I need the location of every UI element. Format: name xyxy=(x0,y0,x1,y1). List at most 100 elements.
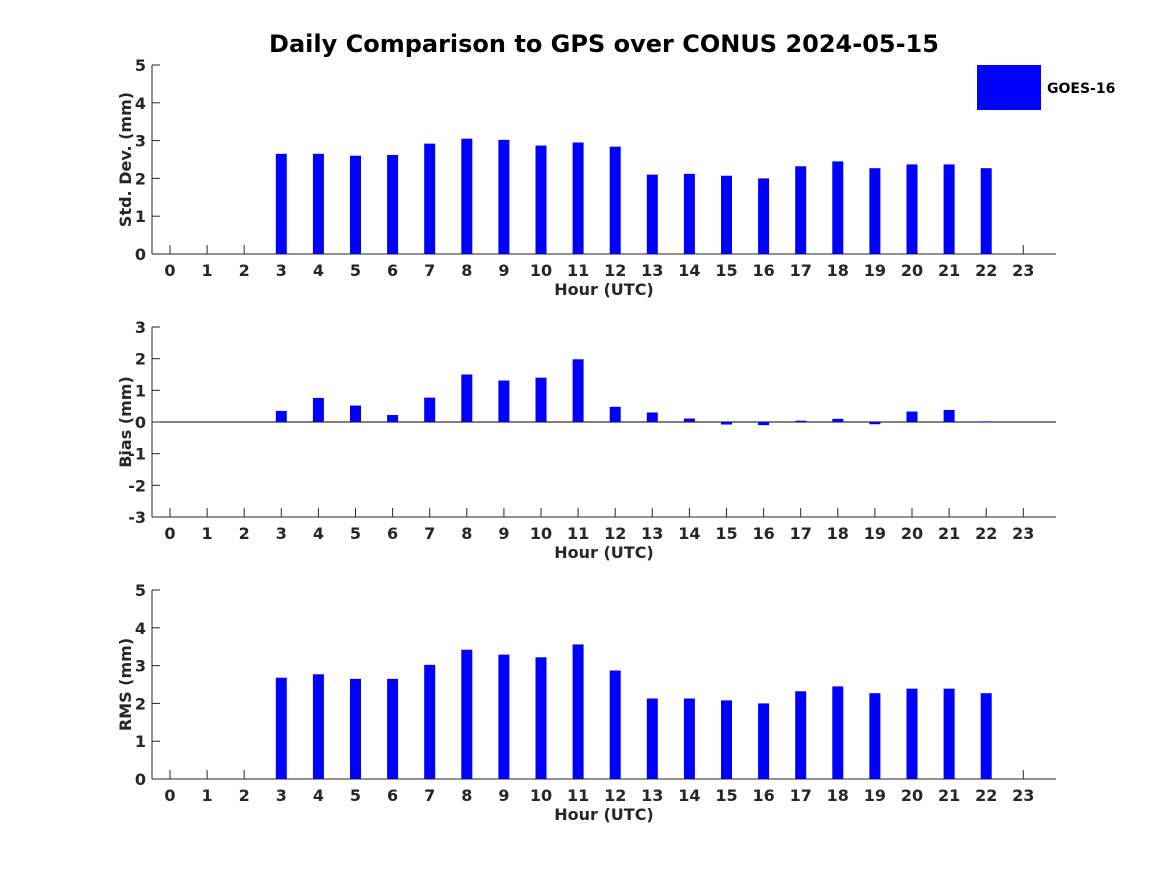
std-dev-x-tick-label: 9 xyxy=(498,261,509,280)
rms-bar xyxy=(646,698,658,779)
rms-x-tick-label: 2 xyxy=(239,786,250,805)
rms-y-tick-label: 2 xyxy=(135,694,146,713)
rms-bar xyxy=(350,678,361,779)
std-dev-bar xyxy=(832,161,844,254)
std-dev-x-tick-label: 5 xyxy=(350,261,361,280)
rms-x-axis-label: Hour (UTC) xyxy=(554,805,654,824)
rms-bar xyxy=(795,691,807,779)
std-dev-bar xyxy=(498,139,510,254)
rms-bar xyxy=(980,693,992,779)
std-dev-x-tick-label: 21 xyxy=(938,261,960,280)
bias-x-tick-label: 9 xyxy=(498,524,509,543)
bias-bar xyxy=(312,397,324,422)
std-dev-y-tick-label: 4 xyxy=(135,94,146,113)
bias-x-tick-label: 23 xyxy=(1012,524,1034,543)
std-dev-bar xyxy=(312,153,324,254)
std-dev-x-axis-label: Hour (UTC) xyxy=(554,280,654,299)
std-dev-x-tick-label: 0 xyxy=(164,261,175,280)
bias-x-tick-label: 13 xyxy=(641,524,663,543)
bias-bar xyxy=(943,409,955,422)
bias-y-tick-label: -3 xyxy=(128,508,146,527)
std-dev-y-tick-label: 1 xyxy=(135,207,146,226)
rms-bar xyxy=(721,700,732,779)
rms-bar xyxy=(498,654,510,779)
bias-bar xyxy=(535,377,547,422)
std-dev-bar xyxy=(275,153,287,254)
rms-x-tick-label: 5 xyxy=(350,786,361,805)
std-dev-bar xyxy=(424,143,436,254)
rms-bar xyxy=(312,674,324,779)
rms-bar xyxy=(869,693,881,779)
rms-x-tick-label: 14 xyxy=(678,786,700,805)
bias-bar xyxy=(498,380,510,422)
rms-x-tick-label: 21 xyxy=(938,786,960,805)
bias-bar xyxy=(832,418,844,422)
std-dev-x-tick-label: 10 xyxy=(530,261,552,280)
bias-x-tick-label: 2 xyxy=(239,524,250,543)
bias-bar xyxy=(387,415,399,422)
bias-bar xyxy=(683,418,695,422)
legend-swatch xyxy=(977,65,1041,110)
rms-x-tick-label: 20 xyxy=(901,786,923,805)
rms-y-axis-label: RMS (mm) xyxy=(116,638,135,731)
rms-bar xyxy=(572,644,584,779)
bias-x-tick-label: 7 xyxy=(424,524,435,543)
rms-x-tick-label: 15 xyxy=(715,786,737,805)
bias-x-tick-label: 0 xyxy=(164,524,175,543)
bias-bar xyxy=(869,422,881,425)
std-dev-x-tick-label: 20 xyxy=(901,261,923,280)
bias-bar xyxy=(424,397,436,422)
bias-bar xyxy=(721,422,732,425)
bias-x-tick-label: 18 xyxy=(827,524,849,543)
bias-x-tick-label: 6 xyxy=(387,524,398,543)
rms-bar xyxy=(832,686,844,779)
std-dev-bar xyxy=(980,168,992,254)
std-dev-x-tick-label: 2 xyxy=(239,261,250,280)
rms-x-tick-label: 13 xyxy=(641,786,663,805)
chart-title: Daily Comparison to GPS over CONUS 2024-… xyxy=(269,30,939,58)
std-dev-x-tick-label: 16 xyxy=(752,261,774,280)
std-dev-x-tick-label: 6 xyxy=(387,261,398,280)
std-dev-x-tick-label: 17 xyxy=(790,261,812,280)
std-dev-y-tick-label: 0 xyxy=(135,245,146,264)
legend-label: GOES-16 xyxy=(1047,81,1115,97)
bias-x-tick-label: 21 xyxy=(938,524,960,543)
std-dev-x-tick-label: 1 xyxy=(202,261,213,280)
rms-bar xyxy=(906,688,918,779)
std-dev-bar xyxy=(906,164,918,254)
rms-x-tick-label: 12 xyxy=(604,786,626,805)
bias-bar xyxy=(461,374,473,422)
std-dev-x-tick-label: 18 xyxy=(827,261,849,280)
bias-bar xyxy=(980,421,992,423)
legend: GOES-16 xyxy=(977,65,1115,110)
rms-bar xyxy=(275,677,287,779)
std-dev-x-tick-label: 14 xyxy=(678,261,700,280)
std-dev-bar xyxy=(646,174,658,254)
bias-bar xyxy=(646,412,658,422)
std-dev-bar xyxy=(350,155,361,254)
std-dev-y-tick-label: 2 xyxy=(135,169,146,188)
std-dev-x-tick-label: 3 xyxy=(276,261,287,280)
std-dev-x-tick-label: 15 xyxy=(715,261,737,280)
std-dev-bar xyxy=(943,164,955,254)
rms-bar xyxy=(943,688,955,779)
std-dev-bar xyxy=(572,142,584,254)
rms-x-tick-label: 8 xyxy=(461,786,472,805)
bias-y-tick-label: -1 xyxy=(128,445,146,464)
bias-x-tick-label: 8 xyxy=(461,524,472,543)
rms-y-tick-label: 4 xyxy=(135,619,146,638)
bias-x-axis-label: Hour (UTC) xyxy=(554,543,654,562)
std-dev-y-tick-label: 5 xyxy=(135,56,146,75)
rms-x-tick-label: 3 xyxy=(276,786,287,805)
rms-x-tick-label: 19 xyxy=(864,786,886,805)
rms-y-tick-label: 5 xyxy=(135,581,146,600)
rms-bar xyxy=(758,703,770,779)
std-dev-bar xyxy=(535,145,547,254)
rms-x-tick-label: 16 xyxy=(752,786,774,805)
bias-x-tick-label: 3 xyxy=(276,524,287,543)
std-dev-bar xyxy=(609,146,621,254)
std-dev-bar xyxy=(461,138,473,254)
